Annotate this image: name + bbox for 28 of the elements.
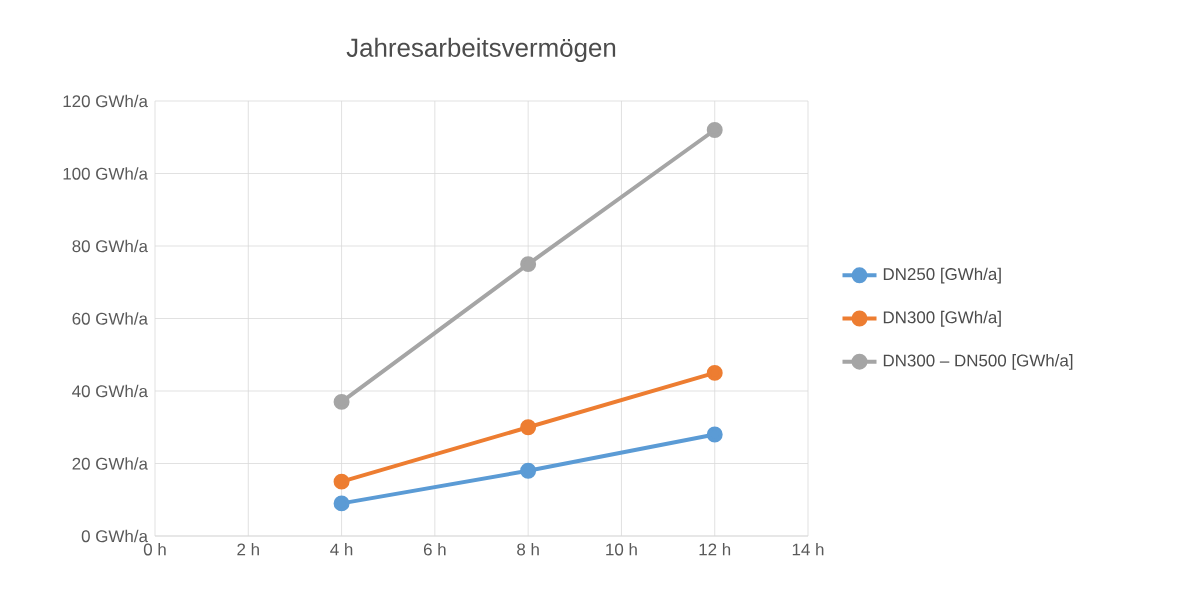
- x-tick-label: 10 h: [606, 543, 637, 556]
- x-tick-label: 4 h: [330, 543, 353, 556]
- point: [706, 122, 723, 138]
- x-tick-label: 14 h: [792, 543, 824, 556]
- y-tick-label: 40 GWh/a: [72, 384, 148, 398]
- point: [520, 462, 537, 479]
- point: [333, 473, 350, 490]
- point: [333, 495, 350, 512]
- y-tick-label: 0 GWh/a: [81, 529, 148, 543]
- point: [520, 256, 537, 273]
- x-tick-label: 8 h: [517, 543, 539, 556]
- x-tick-label: 6 h: [423, 543, 446, 556]
- y-tick-label: 60 GWh/a: [72, 312, 148, 325]
- point: [706, 364, 723, 381]
- chart-title: Jahresarbeitsvermögen: [346, 37, 616, 62]
- legend-label: DN300 [GWh/a]: [883, 310, 1001, 327]
- x-tick-label: 12 h: [699, 543, 731, 556]
- x-tick-label: 0 h: [143, 543, 166, 556]
- point: [520, 419, 537, 436]
- y-tick-label: 120 GWh/a: [63, 94, 148, 108]
- legend-label: DN250 [GWh/a]: [883, 267, 1001, 284]
- y-tick-label: 20 GWh/a: [72, 457, 148, 470]
- x-tick-label: 2 h: [237, 543, 259, 556]
- y-tick-label: 80 GWh/a: [72, 239, 148, 253]
- legend-label: DN300 – DN500 [GWh/a]: [883, 354, 1073, 370]
- y-tick-label: 100 GWh/a: [63, 167, 148, 180]
- point: [333, 393, 350, 410]
- point: [706, 426, 723, 443]
